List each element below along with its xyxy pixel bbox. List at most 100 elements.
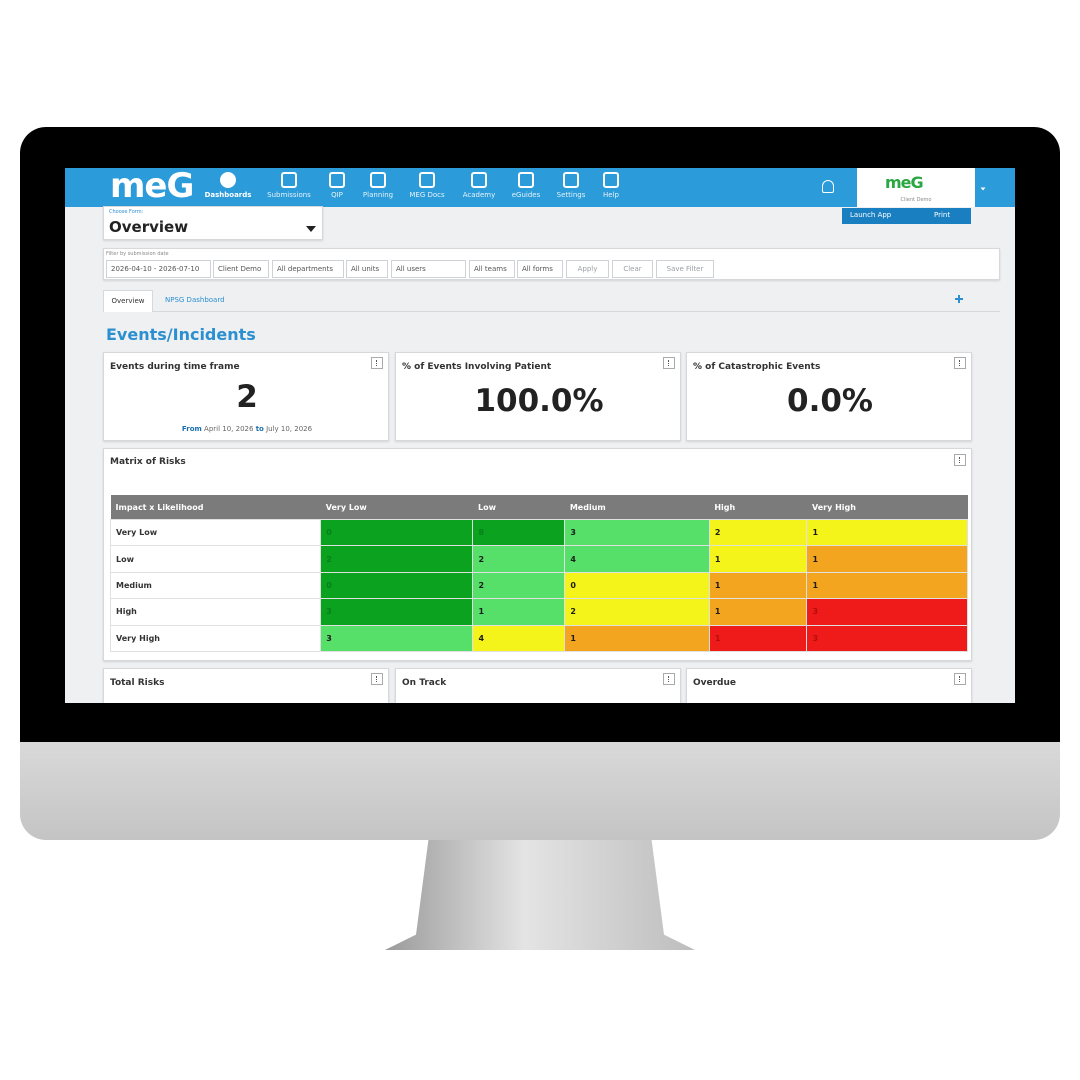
account-caret[interactable] xyxy=(980,187,986,191)
notification-bell[interactable] xyxy=(822,180,834,193)
nav-icon xyxy=(220,172,236,188)
nav-label: Submissions xyxy=(267,191,311,199)
kpi-card: % of Catastrophic Events 0.0% xyxy=(686,352,972,441)
nav-item[interactable]: Submissions xyxy=(261,172,317,199)
nav-icon xyxy=(281,172,297,188)
nav-label: Settings xyxy=(556,191,586,199)
matrix-cell[interactable]: 3 xyxy=(806,598,968,626)
matrix-cell[interactable]: 3 xyxy=(806,624,968,652)
monitor-chin xyxy=(20,742,1060,840)
logo[interactable]: meG xyxy=(110,168,194,206)
nav-item[interactable]: MEG Docs xyxy=(399,172,455,199)
monitor-stand xyxy=(385,840,695,950)
action-bar: Launch App Print xyxy=(842,208,971,224)
nav-icon xyxy=(563,172,579,188)
kpi-value: 2 xyxy=(236,379,258,415)
matrix-cell[interactable]: 2 xyxy=(564,598,710,626)
nav-icon xyxy=(471,172,487,188)
matrix-cell[interactable]: 1 xyxy=(708,624,808,652)
kpi-card: Events during time frame 2 From April 10, … xyxy=(103,352,389,441)
nav-item[interactable]: Help xyxy=(583,172,639,199)
card-title: Overdue xyxy=(693,678,737,688)
form-selector[interactable]: Choose Form: Overview xyxy=(103,206,323,240)
card-menu[interactable] xyxy=(371,673,383,685)
account-box[interactable]: meG Client Demo xyxy=(857,168,975,207)
tab[interactable]: Overview xyxy=(103,290,153,312)
matrix-card: Matrix of Risks Impact x Likelihood Very … xyxy=(103,448,972,661)
card-menu[interactable] xyxy=(371,357,383,369)
column-header[interactable]: Very Low xyxy=(320,495,473,520)
form-selector-value: Overview xyxy=(109,218,189,236)
filter-button[interactable]: Clear xyxy=(612,260,653,278)
matrix-cell[interactable]: 0 xyxy=(564,571,710,600)
filter-dropdown[interactable]: Client Demo xyxy=(213,260,269,278)
date-range-caption: From April 10, 2026 to July 10, 2026 xyxy=(104,425,390,433)
card-menu[interactable] xyxy=(954,357,966,369)
filter-button[interactable]: Apply xyxy=(566,260,609,278)
matrix-cell[interactable]: 1 xyxy=(806,518,968,547)
card-menu[interactable] xyxy=(663,357,675,369)
card-title: % of Catastrophic Events xyxy=(693,362,821,372)
column-header[interactable]: Low xyxy=(472,495,565,520)
filter-button[interactable]: Save Filter xyxy=(656,260,714,278)
launch-app-button[interactable]: Launch App xyxy=(850,211,892,219)
account-client: Client Demo xyxy=(900,197,932,203)
nav-item[interactable]: Academy xyxy=(451,172,507,199)
nav-label: Planning xyxy=(362,191,394,199)
matrix-cell[interactable]: 1 xyxy=(564,624,710,652)
card-menu[interactable] xyxy=(954,673,966,685)
filter-dropdown[interactable]: All users xyxy=(391,260,466,278)
column-header[interactable]: High xyxy=(709,495,807,520)
kpi-card: % of Events Involving Patient 100.0% xyxy=(395,352,681,441)
matrix-row: Medium 0 2 0 1 1 xyxy=(109,571,968,600)
matrix-corner-header[interactable]: Impact x Likelihood xyxy=(110,495,321,520)
matrix-cell[interactable]: 1 xyxy=(806,571,968,600)
card-title: On Track xyxy=(402,678,447,688)
matrix-cell[interactable]: 0 xyxy=(320,571,474,600)
nav-icon xyxy=(370,172,386,188)
matrix-row: High 3 1 2 1 3 xyxy=(109,598,968,626)
row-label: Medium xyxy=(109,571,322,600)
matrix-cell[interactable]: 0 xyxy=(320,518,474,547)
filter-dropdown[interactable]: All forms xyxy=(517,260,563,278)
matrix-cell[interactable]: 4 xyxy=(564,545,710,573)
nav-item[interactable]: QIP xyxy=(309,172,365,199)
matrix-cell[interactable]: 2 xyxy=(472,571,566,600)
nav-icon xyxy=(518,172,534,188)
nav-item[interactable]: Settings xyxy=(543,172,599,199)
nav-item[interactable]: eGuides xyxy=(498,172,554,199)
filter-dropdown[interactable]: All units xyxy=(346,260,388,278)
nav-label: Dashboards xyxy=(204,191,252,199)
matrix-cell[interactable]: 3 xyxy=(320,624,474,652)
nav-label: Help xyxy=(603,191,619,199)
matrix-cell[interactable]: 1 xyxy=(708,598,808,626)
matrix-cell[interactable]: 3 xyxy=(320,598,474,626)
column-header[interactable]: Very High xyxy=(806,495,968,520)
matrix-cell[interactable]: 2 xyxy=(708,518,808,547)
card-menu[interactable] xyxy=(663,673,675,685)
matrix-cell[interactable]: 1 xyxy=(472,598,566,626)
matrix-cell[interactable]: 2 xyxy=(472,545,566,573)
card-menu[interactable] xyxy=(954,454,966,466)
kpi-card: Total Risks xyxy=(103,668,389,703)
matrix-cell[interactable]: 2 xyxy=(320,545,474,573)
nav-icon xyxy=(329,172,345,188)
nav-item[interactable]: Dashboards xyxy=(200,172,256,199)
matrix-cell[interactable]: 1 xyxy=(806,545,968,573)
matrix-cell[interactable]: 3 xyxy=(564,518,710,547)
date-range-input[interactable]: 2026-04-10 - 2026-07-10 xyxy=(106,260,211,278)
add-tab-button[interactable] xyxy=(955,295,963,303)
screen: meG meG Client Demo Dashboards Submission… xyxy=(65,168,1015,703)
filter-dropdown[interactable]: All teams xyxy=(469,260,515,278)
filter-dropdown[interactable]: All departments xyxy=(272,260,344,278)
matrix-cell[interactable]: 4 xyxy=(472,624,566,652)
matrix-cell[interactable]: 8 xyxy=(472,518,566,547)
matrix-cell[interactable]: 1 xyxy=(708,571,808,600)
column-header[interactable]: Medium xyxy=(564,495,710,520)
print-button[interactable]: Print xyxy=(934,211,951,219)
nav-item[interactable]: Planning xyxy=(350,172,406,199)
matrix-cell[interactable]: 1 xyxy=(708,545,808,573)
tab[interactable]: NPSG Dashboard xyxy=(165,296,225,304)
